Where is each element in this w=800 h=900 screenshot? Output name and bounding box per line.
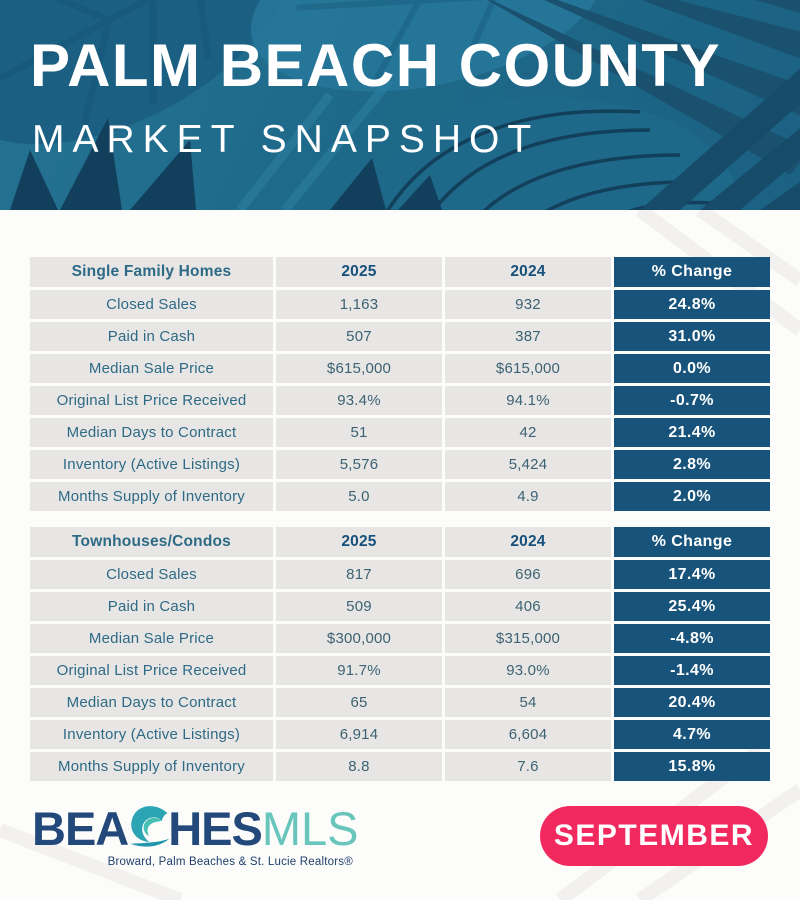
percent-change-value: 0.0% [614, 354, 770, 383]
column-header-2024: 2024 [445, 257, 611, 287]
percent-change-value: 21.4% [614, 418, 770, 447]
month-badge: SEPTEMBER [540, 805, 768, 866]
value-2024: 387 [445, 322, 611, 351]
value-2024: 93.0% [445, 656, 611, 685]
value-2025: 5,576 [276, 450, 442, 479]
page-subtitle: MARKET SNAPSHOT [32, 118, 540, 161]
value-2025: 51 [276, 418, 442, 447]
wave-icon [127, 801, 171, 851]
value-2024: $615,000 [445, 354, 611, 383]
row-label: Inventory (Active Listings) [30, 450, 273, 479]
logo-text-mls: MLS [261, 801, 359, 855]
percent-change-value: 2.8% [614, 450, 770, 479]
value-2024: 696 [445, 560, 611, 589]
value-2024: $315,000 [445, 624, 611, 653]
value-2024: 4.9 [445, 482, 611, 511]
beachesmls-logo: BEA HES MLS Broward, Palm Beaches & St. … [32, 801, 359, 869]
table-title: Single Family Homes [30, 257, 273, 287]
row-label: Closed Sales [30, 560, 273, 589]
percent-change-value: 2.0% [614, 482, 770, 511]
value-2025: 507 [276, 322, 442, 351]
percent-change-value: -1.4% [614, 656, 770, 685]
row-label: Months Supply of Inventory [30, 752, 273, 781]
row-label: Original List Price Received [30, 386, 273, 415]
value-2025: 93.4% [276, 386, 442, 415]
row-label: Closed Sales [30, 290, 273, 319]
percent-change-value: 17.4% [614, 560, 770, 589]
column-header-2024: 2024 [445, 527, 611, 557]
column-header-percent-change: % Change [614, 257, 770, 287]
percent-change-value: -4.8% [614, 624, 770, 653]
value-2024: 406 [445, 592, 611, 621]
value-2024: 94.1% [445, 386, 611, 415]
value-2025: $300,000 [276, 624, 442, 653]
percent-change-value: 31.0% [614, 322, 770, 351]
percent-change-value: 20.4% [614, 688, 770, 717]
value-2024: 42 [445, 418, 611, 447]
value-2025: 1,163 [276, 290, 442, 319]
row-label: Median Sale Price [30, 624, 273, 653]
value-2025: $615,000 [276, 354, 442, 383]
market-table-townhouses-condos: Townhouses/Condos 2025 2024 % Change Clo… [30, 527, 770, 781]
row-label: Inventory (Active Listings) [30, 720, 273, 749]
table-title: Townhouses/Condos [30, 527, 273, 557]
value-2024: 54 [445, 688, 611, 717]
value-2025: 5.0 [276, 482, 442, 511]
value-2024: 7.6 [445, 752, 611, 781]
row-label: Months Supply of Inventory [30, 482, 273, 511]
value-2024: 932 [445, 290, 611, 319]
row-label: Original List Price Received [30, 656, 273, 685]
row-label: Median Sale Price [30, 354, 273, 383]
market-table-single-family-homes: Single Family Homes 2025 2024 % Change C… [30, 257, 770, 511]
percent-change-value: -0.7% [614, 386, 770, 415]
row-label: Paid in Cash [30, 322, 273, 351]
logo-text-beaches-right: HES [168, 801, 263, 855]
value-2025: 65 [276, 688, 442, 717]
value-2024: 5,424 [445, 450, 611, 479]
column-header-2025: 2025 [276, 257, 442, 287]
tropical-leaves-art [0, 0, 800, 210]
row-label: Paid in Cash [30, 592, 273, 621]
value-2025: 817 [276, 560, 442, 589]
percent-change-value: 4.7% [614, 720, 770, 749]
value-2025: 8.8 [276, 752, 442, 781]
value-2025: 509 [276, 592, 442, 621]
percent-change-value: 15.8% [614, 752, 770, 781]
footer: BEA HES MLS Broward, Palm Beaches & St. … [0, 803, 800, 868]
percent-change-value: 24.8% [614, 290, 770, 319]
value-2024: 6,604 [445, 720, 611, 749]
logo-text-beaches-left: BEA [32, 801, 129, 855]
row-label: Median Days to Contract [30, 688, 273, 717]
row-label: Median Days to Contract [30, 418, 273, 447]
page-title: PALM BEACH COUNTY [30, 32, 722, 99]
header-banner: PALM BEACH COUNTY MARKET SNAPSHOT [0, 0, 800, 210]
value-2025: 91.7% [276, 656, 442, 685]
logo-tagline: Broward, Palm Beaches & St. Lucie Realto… [107, 856, 353, 868]
value-2025: 6,914 [276, 720, 442, 749]
column-header-2025: 2025 [276, 527, 442, 557]
column-header-percent-change: % Change [614, 527, 770, 557]
percent-change-value: 25.4% [614, 592, 770, 621]
